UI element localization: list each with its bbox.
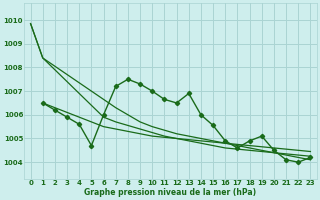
X-axis label: Graphe pression niveau de la mer (hPa): Graphe pression niveau de la mer (hPa): [84, 188, 257, 197]
